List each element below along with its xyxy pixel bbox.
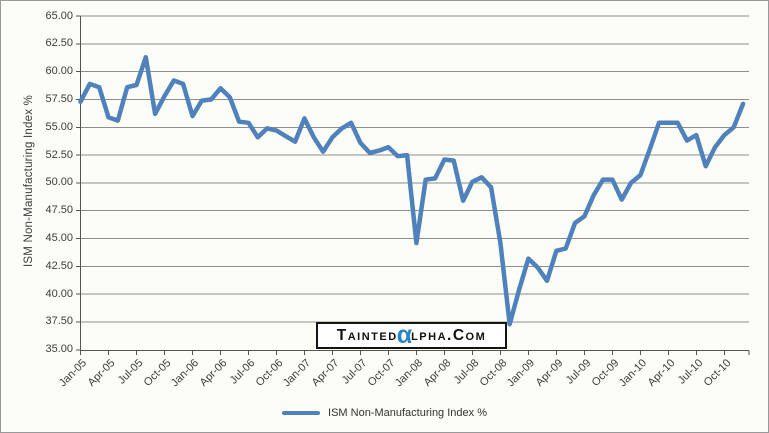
y-tick-label: 62.50 [45,37,73,49]
y-tick-label: 40.00 [45,288,73,300]
watermark-text-left: Tainted [336,326,398,344]
y-tick-label: 35.00 [45,343,73,355]
y-tick-label: 57.50 [45,93,73,105]
legend: ISM Non-Manufacturing Index % [1,405,768,421]
legend-label: ISM Non-Manufacturing Index % [328,407,487,419]
y-tick-label: 55.00 [45,121,73,133]
watermark: Tainted α lpha.Com [316,322,507,349]
y-tick-label: 50.00 [45,176,73,188]
y-tick-label: 37.50 [45,315,73,327]
y-tick-label: 42.50 [45,260,73,272]
y-tick-label: 60.00 [45,65,73,77]
y-axis-title: ISM Non-Manufacturing Index % [23,95,35,267]
alpha-glyph: α [396,321,413,349]
y-tick-label: 47.50 [45,204,73,216]
legend-line-sample [282,410,321,416]
series-line-ism-non-manufacturing [78,54,746,327]
y-tick-label: 45.00 [45,232,73,244]
y-tick-label: 52.50 [45,149,73,161]
watermark-text-right: lpha.Com [411,326,487,344]
y-tick-label: 65.00 [45,10,73,22]
